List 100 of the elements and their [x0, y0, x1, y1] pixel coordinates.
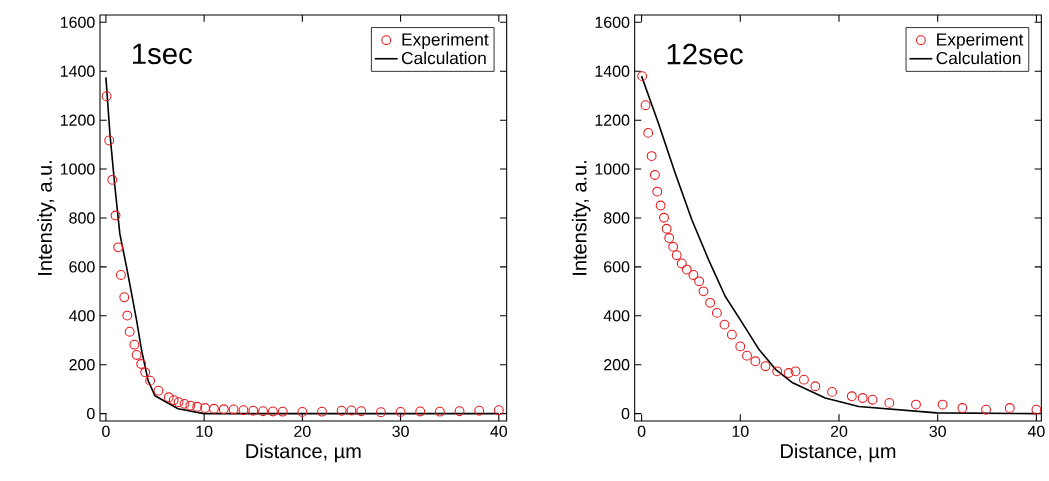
point	[209, 403, 219, 414]
point	[101, 91, 112, 102]
point	[726, 329, 737, 340]
point	[957, 403, 968, 413]
point	[1004, 403, 1015, 413]
point	[218, 404, 229, 415]
x-axis-title: Distance, µm	[246, 443, 361, 463]
y-tick-label: 200	[69, 359, 95, 371]
point	[336, 405, 347, 416]
point	[173, 397, 184, 408]
point	[131, 350, 142, 360]
x-tick-label: 10	[732, 425, 749, 438]
point	[415, 406, 426, 417]
point	[129, 339, 140, 350]
point	[104, 135, 115, 146]
point	[676, 258, 687, 269]
point	[659, 212, 669, 223]
point	[705, 297, 716, 308]
x-axis-title: Distance, µm	[781, 443, 896, 463]
point	[124, 326, 135, 337]
point	[317, 406, 327, 417]
x-tick-label: 40	[490, 425, 508, 438]
point	[668, 241, 679, 252]
point	[750, 356, 761, 367]
point	[267, 406, 278, 417]
y-tick-label: 800	[69, 212, 95, 224]
point	[640, 100, 651, 111]
point	[711, 307, 722, 318]
y-tick-label: 0	[87, 407, 95, 420]
point	[661, 223, 672, 234]
y-tick-label: 400	[603, 310, 630, 322]
x-tick-label: 0	[637, 425, 646, 438]
point	[168, 395, 179, 406]
point	[179, 398, 190, 409]
point	[698, 286, 709, 297]
x-tick-label: 20	[294, 425, 311, 438]
point	[119, 292, 130, 303]
point	[113, 242, 124, 253]
point	[376, 407, 386, 418]
point	[664, 233, 675, 243]
point	[681, 264, 692, 275]
y-tick-label: 1000	[595, 163, 630, 175]
y-tick-label: 600	[69, 261, 95, 273]
point	[454, 406, 465, 417]
y-tick-label: 1600	[60, 16, 95, 28]
point	[122, 310, 133, 321]
point	[652, 186, 663, 197]
point	[790, 366, 801, 377]
point	[277, 406, 288, 417]
point	[1031, 404, 1042, 415]
x-tick-label: 10	[196, 425, 213, 438]
legend-label: Experiment	[402, 32, 489, 50]
point	[884, 397, 895, 408]
point	[655, 200, 666, 211]
point	[772, 366, 783, 377]
point	[867, 394, 878, 405]
point	[346, 405, 357, 416]
point	[192, 401, 203, 412]
point	[981, 404, 991, 415]
y-tick-label: 1000	[60, 163, 95, 175]
point	[827, 386, 838, 397]
point	[735, 341, 746, 352]
point	[145, 375, 156, 386]
point	[228, 404, 239, 415]
x-tick-label: 40	[1027, 425, 1045, 438]
legend-label: Calculation	[401, 51, 486, 65]
y-axis-title: Intensity, a.u.	[37, 161, 56, 275]
point	[810, 381, 821, 392]
y-tick-label: 1200	[595, 114, 630, 126]
point	[107, 174, 118, 185]
annotation: 12sec	[667, 43, 743, 65]
point	[116, 270, 126, 280]
y-axis-title: Intensity, a.u.	[571, 161, 591, 275]
point	[649, 170, 660, 180]
point	[671, 250, 682, 261]
point	[434, 406, 445, 417]
point	[238, 405, 249, 416]
y-tick-label: 1200	[60, 114, 95, 126]
x-tick-label: 30	[929, 425, 946, 438]
point	[248, 405, 259, 416]
point	[200, 403, 211, 413]
point	[110, 210, 121, 221]
y-tick-label: 200	[604, 359, 630, 371]
point	[136, 359, 147, 369]
point	[694, 276, 705, 287]
point	[760, 361, 771, 372]
point	[846, 391, 857, 402]
point	[857, 393, 868, 403]
point	[356, 406, 367, 417]
point	[719, 319, 730, 330]
point	[911, 399, 921, 410]
legend-label: Calculation	[936, 51, 1021, 65]
annotation: 1sec	[133, 43, 192, 65]
point	[799, 374, 809, 385]
y-tick-label: 600	[604, 261, 630, 273]
x-tick-label: 20	[830, 425, 848, 438]
y-tick-label: 1400	[60, 65, 95, 77]
y-tick-label: 0	[621, 407, 630, 420]
y-tick-label: 1400	[595, 65, 630, 77]
point	[637, 71, 648, 82]
